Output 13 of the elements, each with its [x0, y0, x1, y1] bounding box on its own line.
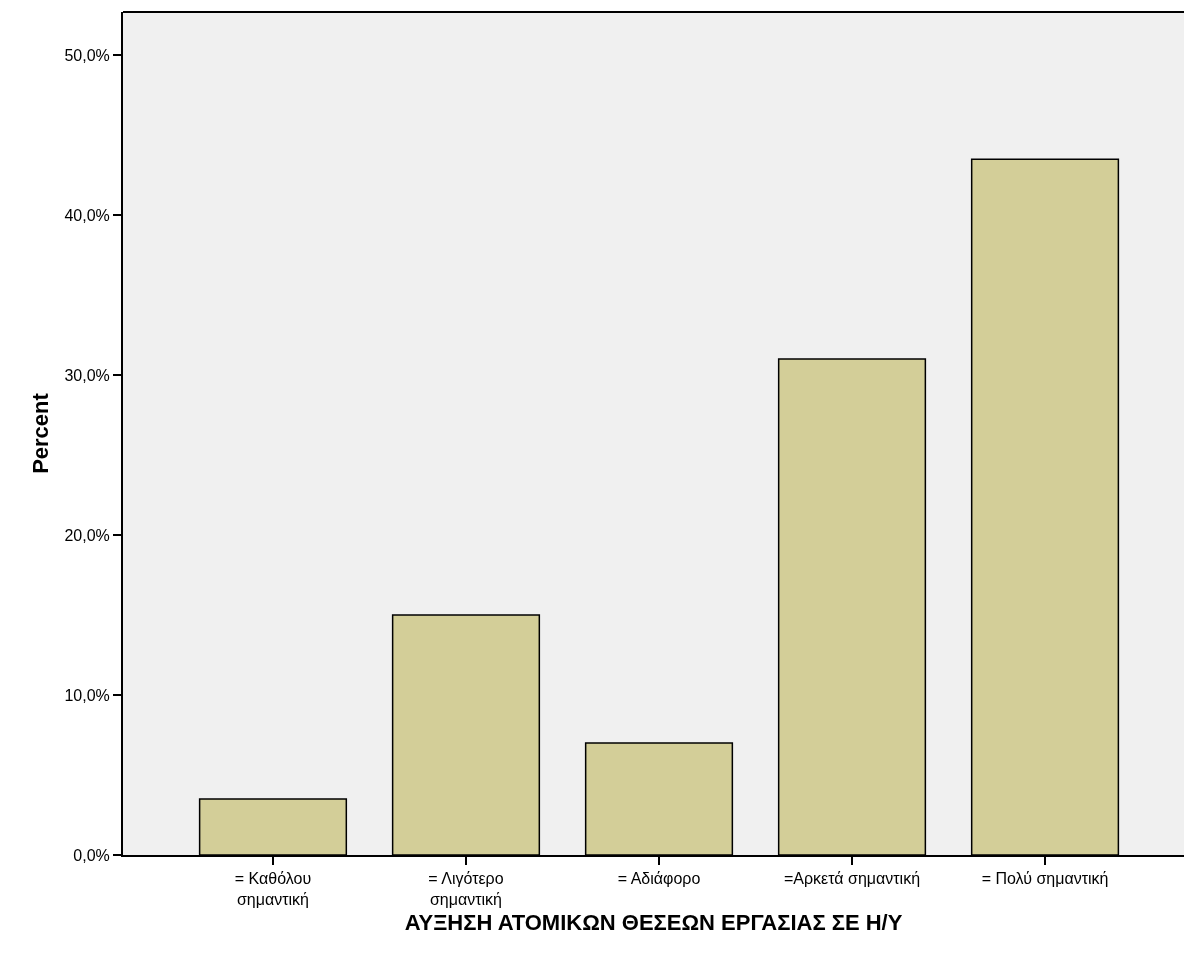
- y-tick-label: 40,0%: [64, 206, 110, 224]
- y-tick-label: 10,0%: [64, 686, 110, 704]
- x-tick-label: =Αρκετά σημαντική: [783, 870, 921, 888]
- x-tick-label: = Λιγότερο σημαντική: [428, 870, 504, 908]
- y-tick-label: 30,0%: [64, 366, 110, 384]
- y-tick-label: 20,0%: [64, 526, 110, 544]
- x-axis-title: ΑΥΞΗΣΗ ΑΤΟΜΙΚΩΝ ΘΕΣΕΩΝ ΕΡΓΑΣΙΑΣ ΣΕ Η/Υ: [404, 910, 903, 936]
- y-tick-label: 0,0%: [73, 846, 110, 864]
- y-tick-label: 50,0%: [64, 46, 110, 64]
- x-tick-label: = Καθόλου σημαντική: [234, 870, 312, 908]
- y-axis-title: Percent: [27, 392, 53, 474]
- x-tick-label: = Αδιάφορο: [617, 870, 701, 888]
- x-tick-label: = Πολύ σημαντική: [981, 870, 1109, 888]
